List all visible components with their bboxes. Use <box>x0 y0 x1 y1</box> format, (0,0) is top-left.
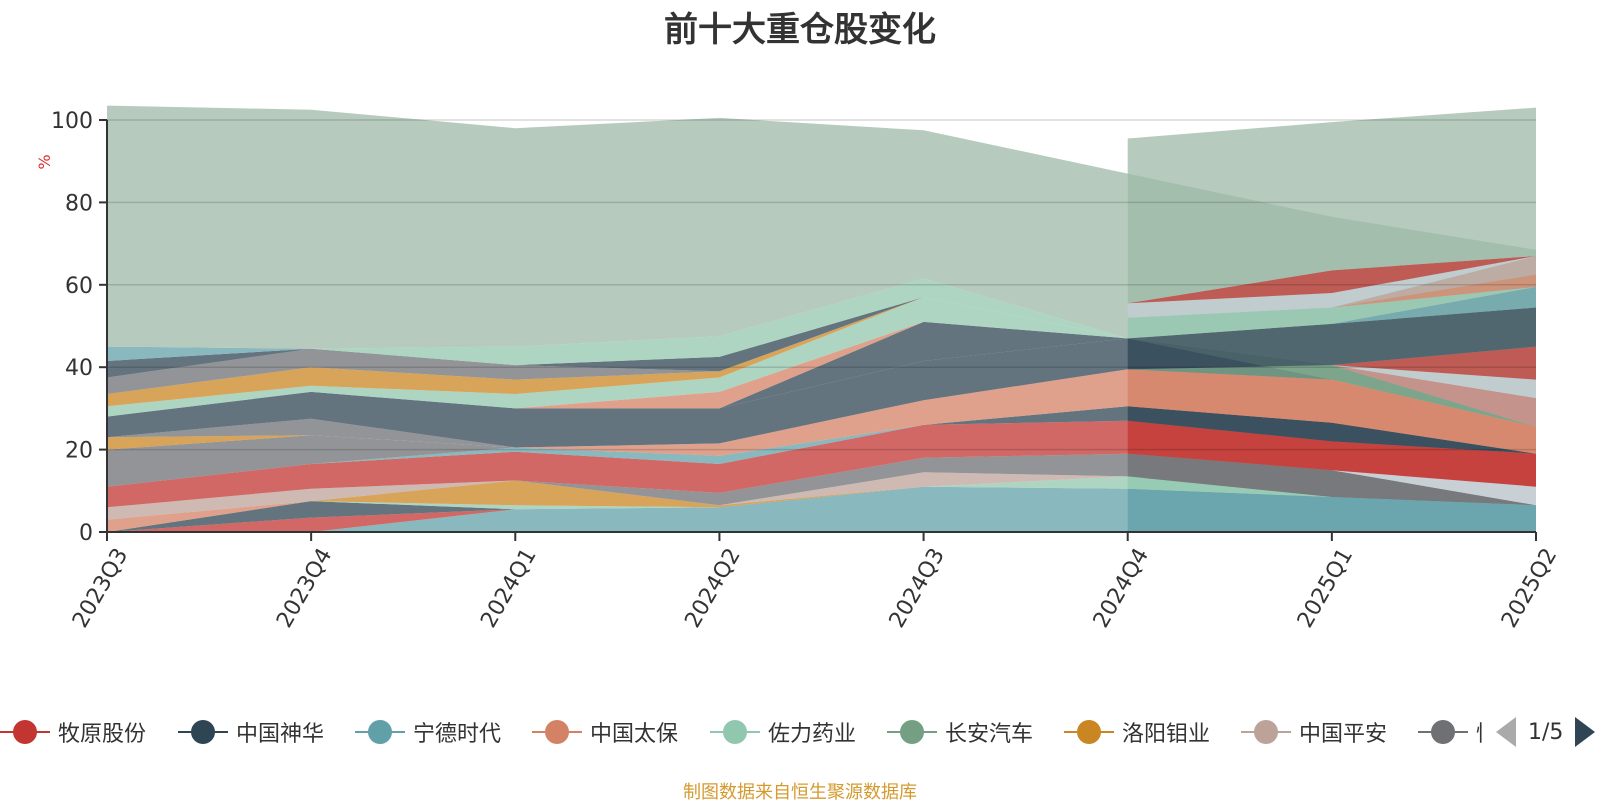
y-axis-unit-label: % <box>35 154 54 169</box>
stack-late-area-11 <box>1127 307 1536 370</box>
legend-prev-page-button[interactable] <box>1496 717 1516 747</box>
legend-item[interactable]: 中国太保 <box>532 712 678 752</box>
stack-area-4 <box>107 476 1536 532</box>
stack-area-11 <box>107 420 1536 487</box>
legend-next-page-button[interactable] <box>1575 717 1596 747</box>
legend-label: 中国平安 <box>1299 722 1388 747</box>
stack-late-area-16 <box>1127 256 1536 318</box>
x-tick-label: 2023Q4 <box>272 544 337 632</box>
legend-marker-icon <box>710 712 760 752</box>
legend-items: 牧原股份 中国神华 宁德时代 中国太保 佐力药业 长安汽车 洛阳钼业 中国平安 恒 <box>0 712 1482 752</box>
x-tick-label: 2024Q1 <box>476 544 541 632</box>
legend-item[interactable]: 宁德时代 <box>355 712 501 752</box>
legend-marker-icon <box>178 712 228 752</box>
chart-title: 前十大重仓股变化 <box>664 10 936 50</box>
stack-late-area-5 <box>1127 406 1536 454</box>
source-note: 制图数据来自恒生聚源数据库 <box>683 782 917 803</box>
legend-label: 长安汽车 <box>945 722 1034 747</box>
legend-label: 洛阳钼业 <box>1122 722 1211 747</box>
legend-item[interactable]: 恒 <box>1418 712 1482 752</box>
x-tick-label: 2024Q2 <box>680 544 745 632</box>
stack-late-area-10 <box>1127 346 1536 380</box>
legend-item[interactable]: 中国平安 <box>1241 712 1387 752</box>
x-tick-label: 2024Q4 <box>1089 544 1154 632</box>
legend-label: 佐力药业 <box>768 722 857 747</box>
legend-pager: 1/5 <box>1496 712 1596 752</box>
stack-late-area-17 <box>1127 256 1536 304</box>
stack-late-area-0 <box>1127 488 1536 532</box>
legend-marker-icon <box>1418 712 1468 752</box>
y-tick-label: 20 <box>65 439 93 464</box>
x-tick-label: 2025Q1 <box>1293 544 1358 632</box>
legend-item[interactable]: 中国神华 <box>178 712 324 752</box>
stack-late-area-15 <box>1127 256 1536 318</box>
stack-late-area-2 <box>1127 453 1536 506</box>
stack-late-area-4 <box>1127 420 1536 487</box>
x-tick-label: 2023Q3 <box>68 544 133 632</box>
stack-late-area-1 <box>1127 476 1536 506</box>
stack-late-area-6 <box>1127 369 1536 454</box>
stack-area-23 <box>107 321 1536 417</box>
legend-label: 宁德时代 <box>413 722 502 747</box>
legend-page-indicator: 1/5 <box>1528 719 1564 745</box>
stack-area-1 <box>107 486 1536 532</box>
legend-marker-icon <box>1064 712 1114 752</box>
stack-area-27 <box>107 297 1536 399</box>
legend-item[interactable]: 佐力药业 <box>710 712 856 752</box>
y-tick-label: 80 <box>65 191 93 216</box>
legend-marker-icon <box>532 712 582 752</box>
stack-late-area-13 <box>1127 286 1536 339</box>
y-tick-label: 60 <box>65 274 93 299</box>
legend-label: 中国神华 <box>236 722 325 747</box>
legend-label: 牧原股份 <box>58 722 147 747</box>
stack-area-6 <box>107 472 1536 520</box>
stack-late-area-18 <box>1127 107 1536 304</box>
legend-marker-icon <box>887 712 937 752</box>
y-tick-label: 40 <box>65 356 93 381</box>
legend-marker-icon <box>0 712 50 752</box>
legend-item[interactable]: 洛阳钼业 <box>1064 712 1210 752</box>
stack-late-area-9 <box>1127 365 1536 399</box>
legend-label: 恒 <box>1476 716 1482 748</box>
stack-area-2 <box>107 486 1536 532</box>
legend-label: 中国太保 <box>590 722 679 747</box>
legend-item[interactable]: 牧原股份 <box>0 712 146 752</box>
x-tick-label: 2024Q3 <box>885 544 950 632</box>
y-tick-label: 100 <box>51 109 93 134</box>
legend-marker-icon <box>355 712 405 752</box>
area-layers <box>107 105 1536 532</box>
stack-late-area-8 <box>1127 365 1536 427</box>
y-tick-label: 0 <box>79 521 93 546</box>
stack-area-26 <box>107 297 1536 407</box>
stack-late-area-12 <box>1127 286 1536 339</box>
grid-lines <box>107 119 1536 533</box>
x-tick-label: 2025Q2 <box>1497 544 1562 632</box>
legend-marker-icon <box>1241 712 1291 752</box>
stack-late-area-7 <box>1127 365 1536 427</box>
legend: 牧原股份 中国神华 宁德时代 中国太保 佐力药业 长安汽车 洛阳钼业 中国平安 恒 <box>0 712 1600 752</box>
legend-item[interactable]: 长安汽车 <box>887 712 1033 752</box>
